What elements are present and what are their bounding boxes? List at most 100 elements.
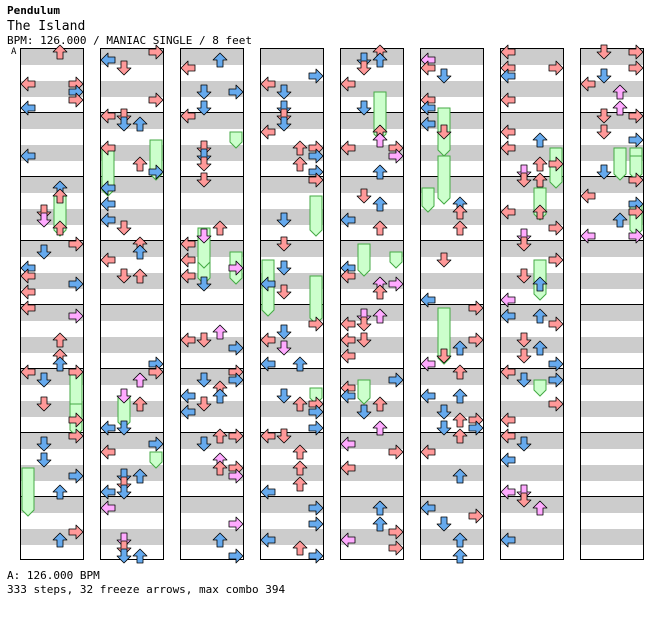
step-arrow-up [212,460,228,476]
step-arrow-left [340,316,356,332]
beat-stripe [180,337,244,353]
step-arrow-right [388,276,404,292]
step-arrow-left [20,300,36,316]
beat-stripe [580,465,644,481]
beat-stripe [500,497,564,513]
beat-stripe [580,433,644,449]
step-arrow-down [116,540,132,556]
beat-stripe [420,497,484,513]
step-arrow-up [292,356,308,372]
beat-stripe [100,529,164,545]
step-arrow-right [628,60,644,76]
bpm-marker: A [11,47,17,57]
step-arrow-up [612,212,628,228]
step-arrow-up [612,84,628,100]
step-arrow-down [196,148,212,164]
beat-stripe [420,305,484,321]
step-arrow-left [20,76,36,92]
beat-stripe [580,113,644,129]
step-arrow-up [52,332,68,348]
beat-stripe [20,529,84,545]
beat-stripe [580,497,644,513]
step-arrow-down [36,204,52,220]
step-arrow-down [196,436,212,452]
step-arrow-right [628,132,644,148]
step-arrow-down [116,220,132,236]
step-arrow-right [548,252,564,268]
step-arrow-down [276,212,292,228]
beat-stripe [180,529,244,545]
step-arrow-up [372,516,388,532]
step-arrow-right [68,308,84,324]
step-arrow-right [548,156,564,172]
step-arrow-down [356,316,372,332]
step-arrow-right [228,340,244,356]
beat-stripe [180,49,244,65]
step-arrow-left [180,236,196,252]
step-arrow-down [276,236,292,252]
beat-stripe [500,529,564,545]
beat-stripe [420,401,484,417]
step-arrow-down [116,268,132,284]
step-arrow-left [340,436,356,452]
step-arrow-left [100,500,116,516]
beat-stripe [180,177,244,193]
step-arrow-right [68,524,84,540]
step-arrow-up [292,460,308,476]
beat-stripe [420,337,484,353]
beat-stripe [180,209,244,225]
beat-stripe [420,113,484,129]
step-arrow-down [276,388,292,404]
step-arrow-down [276,340,292,356]
beat-stripe [420,433,484,449]
beat-stripe [420,465,484,481]
step-arrow-left [180,252,196,268]
beat-stripe [260,529,324,545]
step-arrow-up [452,428,468,444]
step-arrow-up [212,220,228,236]
step-arrow-down [356,332,372,348]
step-arrow-up [132,244,148,260]
beat-stripe [580,209,644,225]
step-arrow-down [36,436,52,452]
beat-stripe [100,49,164,65]
beat-stripe [340,81,404,97]
bpm-summary: A: 126.000 BPM [7,569,100,582]
step-arrow-left [500,452,516,468]
step-arrow-up [452,220,468,236]
step-arrow-right [68,468,84,484]
beat-stripe [580,145,644,161]
step-arrow-right [308,500,324,516]
step-arrow-up [452,388,468,404]
step-arrow-down [276,324,292,340]
beat-stripe [340,305,404,321]
beat-stripe [340,113,404,129]
step-arrow-down [596,164,612,180]
beat-stripe [340,337,404,353]
step-arrow-up [372,396,388,412]
step-arrow-left [100,444,116,460]
step-arrow-up [132,156,148,172]
step-chart [20,44,644,564]
beat-stripe [20,337,84,353]
step-arrow-down [196,172,212,188]
beat-stripe [260,209,324,225]
step-arrow-right [228,548,244,564]
step-arrow-down [276,428,292,444]
step-arrow-down [596,68,612,84]
step-arrow-down [116,388,132,404]
step-arrow-up [132,396,148,412]
step-arrow-right [628,44,644,60]
step-arrow-up [292,476,308,492]
step-arrow-left [420,60,436,76]
freeze-body [149,451,163,469]
step-arrow-left [500,308,516,324]
step-arrow-left [260,76,276,92]
step-arrow-left [180,268,196,284]
step-arrow-right [148,92,164,108]
beat-stripe [20,305,84,321]
step-arrow-down [36,244,52,260]
step-arrow-down [356,188,372,204]
step-arrow-down [516,164,532,180]
step-arrow-left [500,140,516,156]
